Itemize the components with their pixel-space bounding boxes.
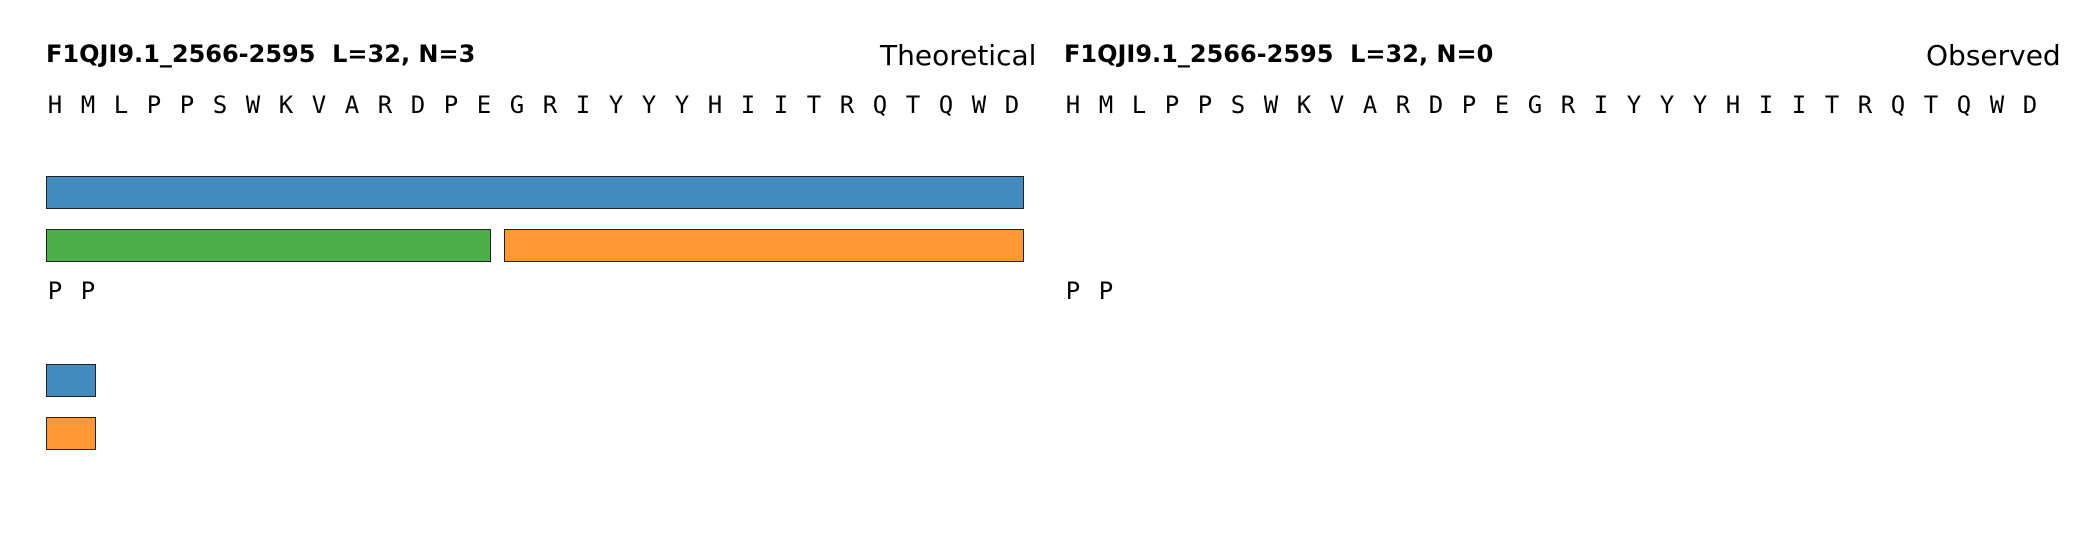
residue-letter: Q [1956,91,1972,119]
residue-letter: Y [674,91,690,119]
residue-letter: R [839,91,855,119]
residue-letter: Q [938,91,954,119]
residue-letter: E [1494,91,1510,119]
residue-letter: H [707,91,723,119]
residue-letter: T [1923,91,1939,119]
residue-letter: W [1989,91,2005,119]
residue-letter: S [1230,91,1246,119]
residue-letter: M [80,91,96,119]
residue-letter: Y [1626,91,1642,119]
residue-letter: Q [1890,91,1906,119]
panel-title: F1QJI9.1_2566-2595 L=32, N=3 [46,40,476,68]
residue-letter: W [971,91,987,119]
fragment-bar-blue [46,176,1024,209]
residue-letter: A [344,91,360,119]
residue-letter: P [443,91,459,119]
residue-letter: Y [1692,91,1708,119]
residue-letter: R [1560,91,1576,119]
residue-letter: W [245,91,261,119]
fragment-bar-green [46,229,491,262]
residue-letter: I [773,91,789,119]
residue-letter: Y [641,91,657,119]
fragment-bar-orange [504,229,1024,262]
residue-letter: G [1527,91,1543,119]
residue-letter: Q [872,91,888,119]
residue-letter: G [509,91,525,119]
modification-label: P [1065,277,1081,305]
fragment-bar-blue [46,364,96,397]
residue-letter: Y [608,91,624,119]
residue-letter: T [905,91,921,119]
residue-letter: H [1065,91,1081,119]
residue-letter: P [1164,91,1180,119]
residue-letter: P [146,91,162,119]
residue-letter: P [1461,91,1477,119]
residue-letter: I [1758,91,1774,119]
residue-letter: R [377,91,393,119]
modification-label: P [80,277,96,305]
residue-letter: K [278,91,294,119]
modification-label: P [47,277,63,305]
residue-letter: P [179,91,195,119]
residue-letter: Y [1659,91,1675,119]
theoretical-panel: F1QJI9.1_2566-2595 L=32, N=3 Theoretical… [46,0,1066,540]
residue-letter: V [311,91,327,119]
residue-letter: D [1428,91,1444,119]
mode-label: Observed [1926,39,2061,72]
residue-letter: P [1197,91,1213,119]
residue-letter: V [1329,91,1345,119]
residue-letter: R [1857,91,1873,119]
modification-label: P [1098,277,1114,305]
residue-letter: E [476,91,492,119]
residue-letter: A [1362,91,1378,119]
residue-letter: T [806,91,822,119]
residue-letter: W [1263,91,1279,119]
residue-letter: S [212,91,228,119]
residue-letter: R [542,91,558,119]
residue-letter: T [1824,91,1840,119]
residue-letter: I [740,91,756,119]
residue-letter: I [1791,91,1807,119]
residue-letter: I [1593,91,1609,119]
residue-letter: L [113,91,129,119]
residue-letter: L [1131,91,1147,119]
fragment-bar-orange [46,417,96,450]
mode-label: Theoretical [880,39,1037,72]
panel-title: F1QJI9.1_2566-2595 L=32, N=0 [1064,40,1494,68]
residue-letter: M [1098,91,1114,119]
residue-letter: H [47,91,63,119]
residue-letter: D [1004,91,1020,119]
residue-letter: D [2022,91,2038,119]
residue-letter: I [575,91,591,119]
residue-letter: D [410,91,426,119]
residue-letter: K [1296,91,1312,119]
residue-letter: R [1395,91,1411,119]
residue-letter: H [1725,91,1741,119]
